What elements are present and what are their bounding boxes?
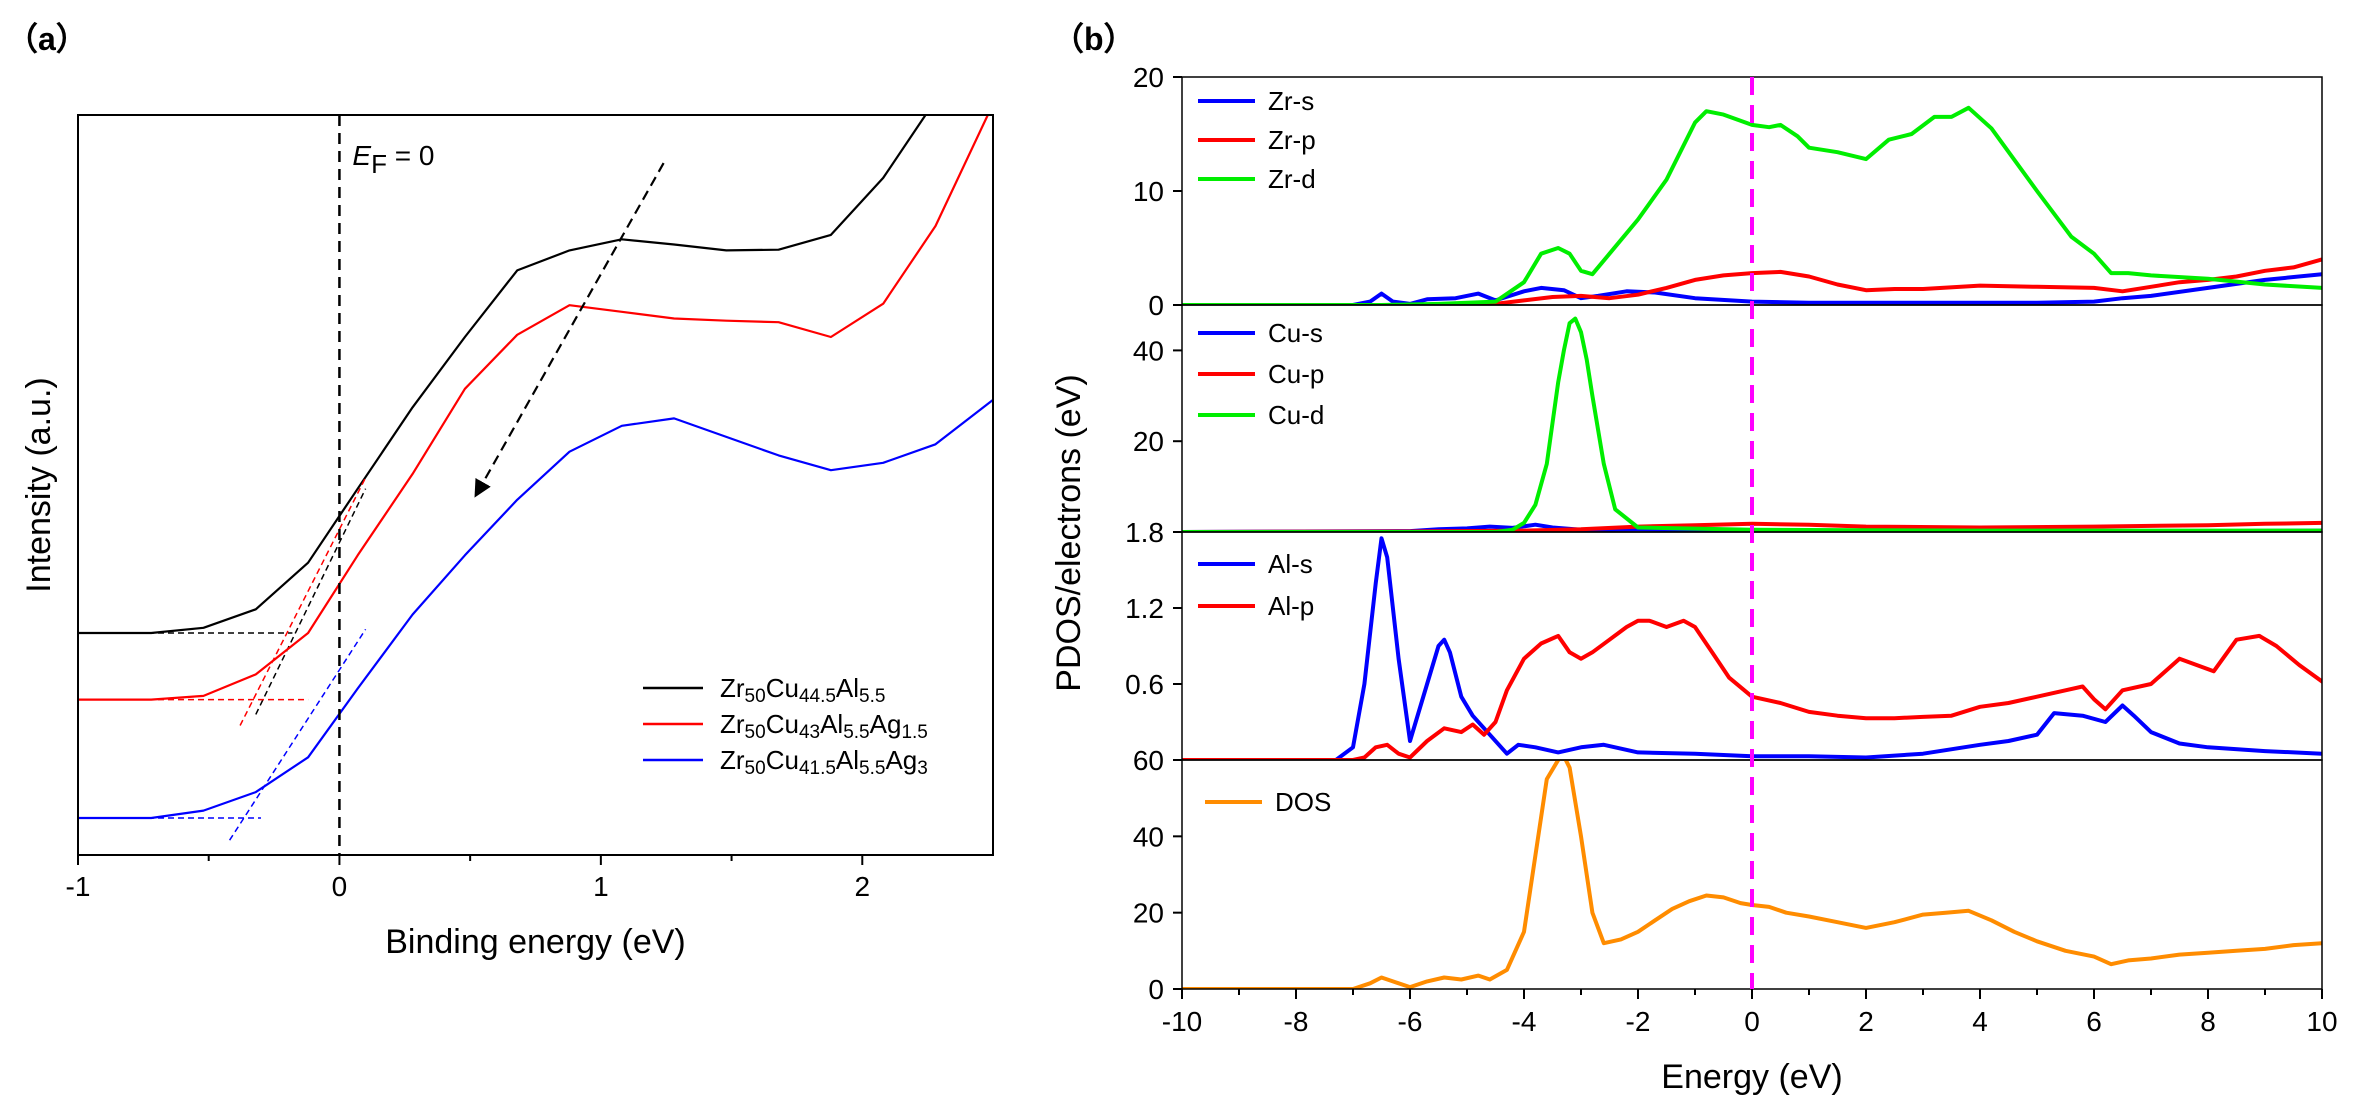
series-line-1 [78, 115, 989, 701]
chart-panel-a: -1 0 1 2 Binding energy (eV) Intensity (a.u.)… [20, 114, 994, 961]
legend-part: 44.5 [799, 686, 836, 707]
y-tick-label-dos-1: 20 [1133, 898, 1164, 929]
legend-label-zr-p: Zr-p [1268, 125, 1316, 155]
series-line-cu-d [1182, 316, 2322, 532]
y-axis-title-a: Intensity (a.u.) [20, 377, 58, 592]
legend-a: Zr50Cu44.5Al5.5Zr50Cu43Al5.5Ag1.5Zr50Cu4… [643, 673, 928, 779]
legend-part: Cu [766, 745, 799, 775]
legend-part: 50 [745, 722, 766, 743]
legend-part: 5.5 [859, 758, 885, 779]
plot-area-a [78, 115, 993, 855]
x-tick-label-a-0: -1 [66, 871, 91, 902]
x-axis-title-a: Binding energy (eV) [385, 923, 686, 961]
legend-part: 1.5 [901, 722, 927, 743]
y-tick-label-zr-0: 0 [1148, 290, 1164, 321]
series-line-al-s [1182, 536, 2322, 760]
panel-a-label: （a） [6, 21, 88, 57]
legend-part: 41.5 [799, 758, 836, 779]
legend-part: 43 [799, 722, 820, 743]
legend-label-al-p: Al-p [1268, 591, 1314, 621]
y-axis-title-b: PDOS/electrons (eV) [1050, 374, 1088, 691]
subpanel-al: 0.6 1.2 1.8 Al-s Al-p [1125, 517, 2323, 761]
series-line-al-p [1182, 618, 2322, 760]
legend-part: 5.5 [859, 686, 885, 707]
legend-part: Zr [720, 673, 745, 703]
x-tick-label-b-6: 2 [1858, 1006, 1874, 1037]
y-tick-label-zr-1: 10 [1133, 176, 1164, 207]
y-tick-label-zr-2: 20 [1133, 62, 1164, 93]
series-line-zr-p [1182, 257, 2322, 305]
legend-label-a-2: Zr50Cu41.5Al5.5Ag3 [720, 745, 928, 779]
x-tick-label-b-2: -6 [1398, 1006, 1423, 1037]
trend-arrow [474, 162, 665, 498]
y-tick-label-cu-0: 20 [1133, 426, 1164, 457]
legend-label-dos: DOS [1275, 787, 1331, 817]
legend-part: 5.5 [843, 722, 869, 743]
legend-part: 50 [745, 686, 766, 707]
y-tick-label-dos-3: 60 [1133, 745, 1164, 776]
ef-main: E [352, 140, 371, 171]
y-tick-label-al-0: 0.6 [1125, 669, 1164, 700]
x-tick-label-a-3: 2 [854, 871, 870, 902]
legend-label-al-s: Al-s [1268, 549, 1313, 579]
legend-part: Ag [885, 745, 917, 775]
x-tick-label-b-4: -2 [1626, 1006, 1651, 1037]
x-tick-label-b-1: -8 [1284, 1006, 1309, 1037]
x-tick-label-b-9: 8 [2200, 1006, 2216, 1037]
y-tick-label-dos-0: 0 [1148, 974, 1164, 1005]
legend-part: Ag [870, 709, 902, 739]
series-line-cu-p [1182, 520, 2322, 532]
subpanel-plot-dos [1182, 760, 2322, 989]
legend-label-zr-d: Zr-d [1268, 164, 1316, 194]
legend-part: Zr [720, 745, 745, 775]
x-tick-label-b-10: 10 [2306, 1006, 2337, 1037]
legend-label-cu-d: Cu-d [1268, 400, 1324, 430]
subpanel-plot-al [1182, 536, 2322, 760]
x-tick-label-b-5: 0 [1744, 1006, 1760, 1037]
tangent-1 [239, 477, 367, 726]
tangent-2 [228, 628, 367, 841]
legend-label-zr-s: Zr-s [1268, 86, 1314, 116]
plot-frame-a [77, 114, 994, 856]
series-line-zr-d [1182, 105, 2322, 305]
y-tick-label-cu-1: 40 [1133, 335, 1164, 366]
legend-label-cu-p: Cu-p [1268, 359, 1324, 389]
legend-part: Al [820, 709, 843, 739]
chart-panel-b: 01020Zr-sZr-pZr-d2040Cu-sCu-pCu-d0.61.21… [1050, 62, 2338, 1096]
legend-part: Cu [766, 709, 799, 739]
y-tick-label-dos-2: 40 [1133, 821, 1164, 852]
subpanel-cu: 20 40 Cu-s Cu-p Cu-d [1133, 304, 2323, 533]
legend-part: Al [836, 673, 859, 703]
x-tick-label-a-2: 1 [593, 871, 609, 902]
x-axis-title-b: Energy (eV) [1661, 1058, 1842, 1096]
x-tick-label-a-1: 0 [332, 871, 348, 902]
legend-label-cu-s: Cu-s [1268, 318, 1323, 348]
legend-part: Zr [720, 709, 745, 739]
ef-sub: F [371, 149, 387, 179]
subpanel-dos: 0 20 40 60 DOS [1133, 745, 2323, 1005]
legend-label-a-1: Zr50Cu43Al5.5Ag1.5 [720, 709, 928, 743]
subpanel-zr: 0 10 20 Zr-s Zr-p Zr-d [1133, 62, 2323, 321]
legend-part: 50 [745, 758, 766, 779]
legend-part: 3 [917, 758, 928, 779]
y-tick-label-al-1: 1.2 [1125, 593, 1164, 624]
ef-rest: = 0 [387, 140, 434, 171]
series-line-0 [78, 115, 927, 635]
legend-part: Al [836, 745, 859, 775]
x-tick-label-b-8: 6 [2086, 1006, 2102, 1037]
fermi-level-annotation: EF = 0 [352, 140, 434, 179]
x-tick-label-b-3: -4 [1512, 1006, 1537, 1037]
panel-b-label: （b） [1052, 21, 1136, 57]
y-tick-label-al-2: 1.8 [1125, 517, 1164, 548]
x-tick-label-b-7: 4 [1972, 1006, 1988, 1037]
subpanel-plot-zr [1182, 105, 2322, 305]
legend-label-a-0: Zr50Cu44.5Al5.5 [720, 673, 885, 707]
series-line-2 [78, 399, 993, 820]
legend-part: Cu [766, 673, 799, 703]
x-tick-label-b-0: -10 [1162, 1006, 1202, 1037]
subpanel-plot-cu [1182, 316, 2322, 532]
series-line-dos [1182, 760, 2322, 989]
tangent-0 [255, 488, 367, 715]
